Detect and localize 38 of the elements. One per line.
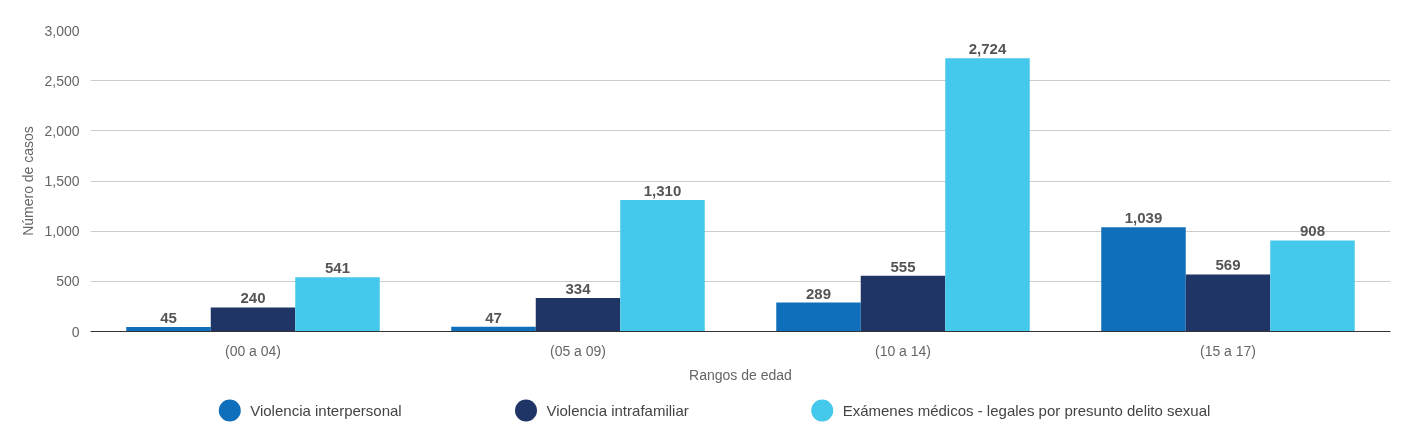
y-tick-label: 1,500 [44, 173, 80, 189]
x-axis-title: Rangos de edad [689, 366, 792, 383]
legend-label: Exámenes médicos - legales por presunto delito sexual [842, 402, 1211, 419]
x-tick-label: (05 a 09) [549, 342, 607, 359]
data-label: 541 [324, 259, 351, 277]
data-label: 240 [240, 289, 266, 307]
data-label: 2,724 [968, 40, 1007, 58]
data-label: 555 [890, 257, 916, 275]
x-tick-label: (15 a 17) [1199, 342, 1257, 359]
data-label: 569 [1215, 256, 1241, 274]
bar [776, 302, 861, 332]
data-label: 289 [805, 284, 832, 302]
bar [945, 58, 1030, 332]
data-label: 1,310 [643, 182, 682, 200]
y-tick-label: 0 [71, 323, 80, 340]
bar [1101, 227, 1186, 332]
x-tick-label: (00 a 04) [224, 342, 282, 359]
y-axis-title: Número de casos [20, 126, 37, 236]
legend-label: Violencia intrafamiliar [546, 402, 689, 419]
bar [860, 275, 946, 332]
y-tick-label: 3,000 [44, 22, 80, 39]
x-tick-label: (10 a 14) [874, 342, 932, 359]
bar [295, 277, 380, 332]
data-label: 47 [485, 308, 502, 326]
bar [620, 200, 705, 332]
y-tick-label: 2,500 [44, 72, 80, 89]
bar [210, 307, 296, 332]
data-label: 1,039 [1124, 209, 1163, 227]
bar [535, 297, 621, 332]
y-tick-label: 500 [56, 273, 80, 290]
data-label: 45 [160, 308, 177, 326]
bar [1270, 240, 1355, 332]
data-label: 908 [1299, 222, 1326, 240]
y-tick-label: 2,000 [44, 122, 80, 139]
bar [1185, 274, 1271, 332]
legend-label: Violencia interpersonal [250, 402, 402, 419]
y-tick-label: 1,000 [44, 223, 80, 240]
data-label: 334 [565, 279, 592, 297]
